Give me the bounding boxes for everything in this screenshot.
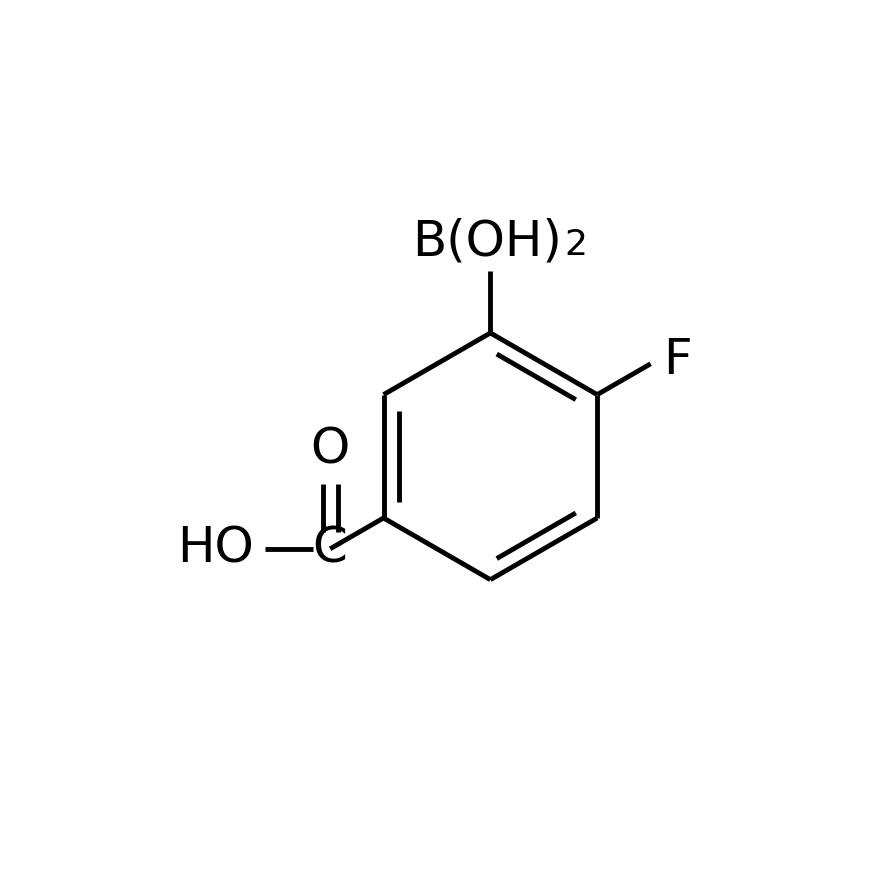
Text: F: F bbox=[663, 336, 692, 384]
Text: C: C bbox=[312, 525, 348, 573]
Text: O: O bbox=[311, 425, 350, 473]
Text: HO: HO bbox=[176, 525, 254, 573]
Text: B(OH): B(OH) bbox=[412, 218, 562, 266]
Text: 2: 2 bbox=[564, 229, 587, 263]
